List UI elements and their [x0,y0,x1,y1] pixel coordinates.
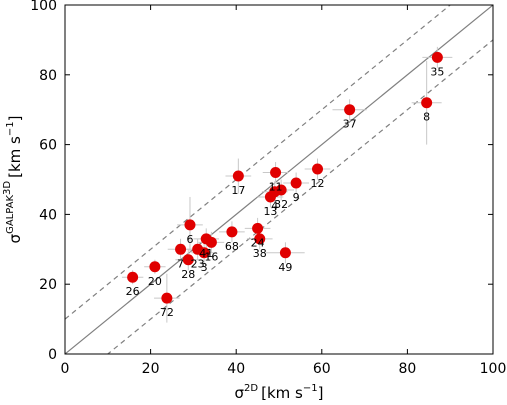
data-points [127,51,443,304]
offset-dashed-line [106,39,493,354]
point-label: 8 [423,111,430,124]
point-label: 13 [263,205,277,218]
point-label: 4 [271,200,278,213]
x-axis-label: σ2D [km s−1] [235,383,324,402]
point-label: 41 [199,247,213,260]
data-point [184,219,196,231]
point-label: 12 [311,177,325,190]
data-point [421,97,433,109]
data-point [252,222,264,234]
data-point [175,243,187,255]
data-point [290,177,302,189]
point-label: 20 [148,275,162,288]
point-label: 37 [343,118,357,131]
data-point [254,233,266,245]
point-label: 16 [204,250,218,263]
data-point [312,163,324,175]
y-tick-label: 60 [39,138,57,154]
point-label: 24 [251,236,265,249]
data-point [431,51,443,63]
data-point [127,271,139,283]
data-point [232,170,244,182]
y-tick-label: 80 [39,68,57,84]
y-tick-label: 40 [39,207,57,223]
y-tick-label: 0 [48,347,57,363]
y-tick-label: 100 [30,0,57,14]
data-point [275,184,287,196]
data-point [182,254,194,266]
point-label: 7 [177,257,184,270]
one-to-one-line [65,5,493,354]
x-tick-label: 80 [398,361,416,377]
point-label: 23 [191,257,205,270]
y-axis-label: σGALPAK3D[km s−1] [2,116,24,244]
point-label: 49 [278,261,292,274]
x-tick-label: 0 [61,361,70,377]
point-label: 68 [225,240,239,253]
data-point [161,292,173,304]
point-label: 35 [430,65,444,78]
y-tick-label: 20 [39,277,57,293]
data-point [344,104,356,116]
data-point [149,261,161,273]
point-label: 28 [181,268,195,281]
data-point [279,247,291,259]
x-tick-label: 60 [313,361,331,377]
point-label: 11 [269,181,283,194]
point-label: 17 [231,184,245,197]
offset-dashed-line [65,5,452,320]
point-label: 6 [186,233,193,246]
point-label: 9 [293,191,300,204]
axis-ticks [64,4,494,355]
data-point [226,226,238,238]
data-point [198,247,210,259]
data-point [205,236,217,248]
point-label: 38 [253,247,267,260]
x-tick-label: 100 [480,361,507,377]
reference-lines [65,5,493,354]
error-bars [121,46,453,323]
plot-frame [64,4,494,355]
data-point [270,167,282,179]
x-tick-label: 20 [142,361,160,377]
point-label: 32 [274,198,288,211]
tick-labels: 0 20 40 60 80 100 0 20 40 60 80 100 [30,0,506,377]
point-label: 26 [126,285,140,298]
point-label: 3 [201,261,208,274]
point-label: 72 [160,306,174,319]
x-tick-label: 40 [227,361,245,377]
